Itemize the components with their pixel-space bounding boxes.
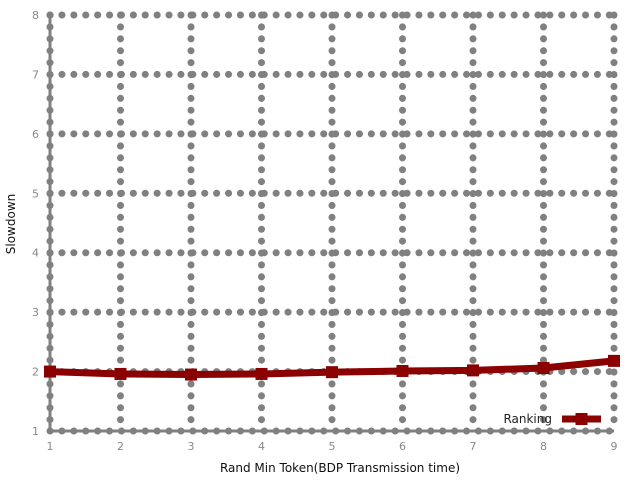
- y-tick-label-5: 5: [32, 187, 39, 200]
- data-point-0-5: [397, 365, 409, 377]
- y-tick-label-7: 7: [32, 68, 39, 81]
- x-tick-label-4: 4: [258, 440, 265, 453]
- x-tick-label-5: 5: [329, 440, 336, 453]
- data-point-0-8: [608, 355, 620, 367]
- x-tick-label-8: 8: [540, 440, 547, 453]
- y-tick-label-3: 3: [32, 306, 39, 319]
- data-point-0-3: [256, 368, 268, 380]
- data-point-0-6: [467, 364, 479, 376]
- x-tick-label-7: 7: [470, 440, 477, 453]
- data-point-0-4: [326, 366, 338, 378]
- x-tick-label-9: 9: [611, 440, 618, 453]
- y-tick-label-1: 1: [32, 425, 39, 438]
- x-axis-title: Rand Min Token(BDP Transmission time): [220, 461, 460, 475]
- x-tick-label-6: 6: [399, 440, 406, 453]
- data-point-0-0: [44, 366, 56, 378]
- legend-marker-0: [576, 413, 588, 425]
- y-tick-label-4: 4: [32, 247, 39, 260]
- data-point-0-2: [185, 369, 197, 381]
- x-tick-label-2: 2: [117, 440, 124, 453]
- x-tick-label-1: 1: [47, 440, 54, 453]
- label-layer: 1 2 3 4 5 6 7 8 1 2 3 4 5 6 7 8 9 Rand Min Token(BDP Tran…: [4, 9, 618, 475]
- legend: Ranking: [503, 412, 601, 426]
- x-tick-label-3: 3: [188, 440, 195, 453]
- y-axis-title: Slowdown: [4, 194, 18, 255]
- data-point-0-7: [538, 362, 550, 374]
- legend-label-0: Ranking: [503, 412, 552, 426]
- y-tick-label-6: 6: [32, 128, 39, 141]
- y-tick-label-2: 2: [32, 366, 39, 379]
- data-point-0-1: [115, 368, 127, 380]
- y-tick-label-8: 8: [32, 9, 39, 22]
